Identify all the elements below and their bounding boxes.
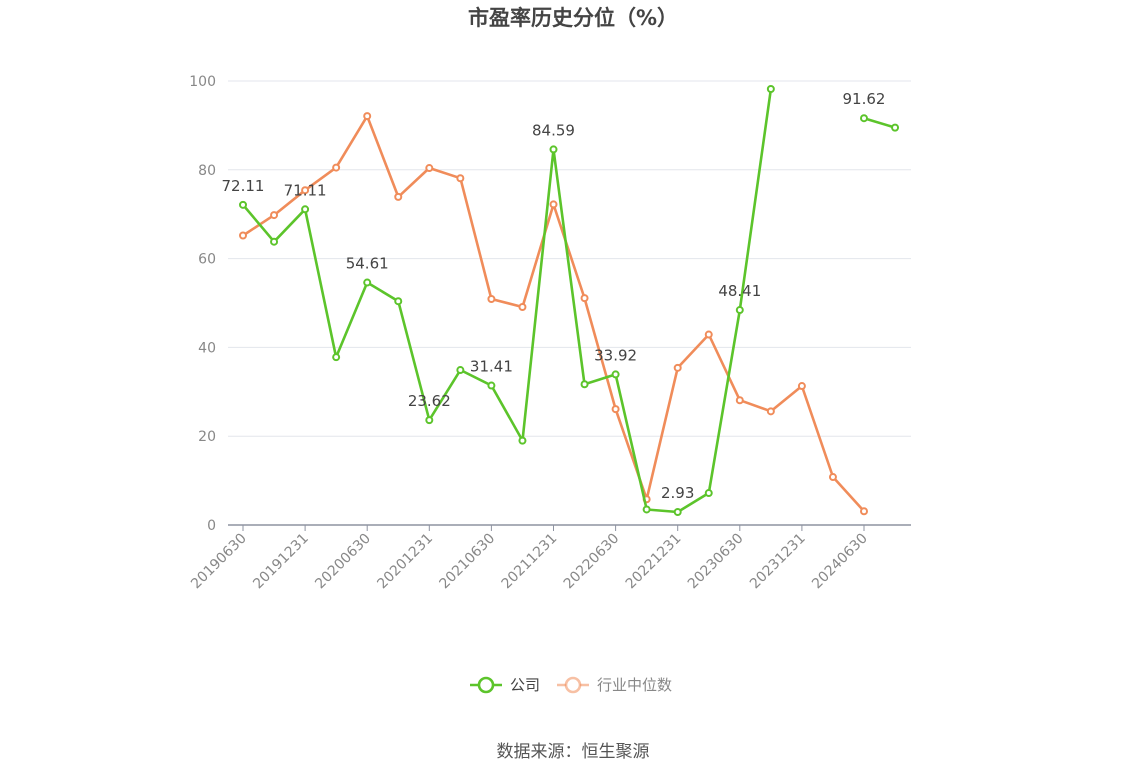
data-point (735, 396, 744, 405)
data-point (704, 330, 713, 339)
data-point (363, 112, 372, 121)
data-point (580, 380, 589, 389)
legend-label: 公司 (510, 676, 540, 694)
data-point (301, 186, 310, 195)
data-point (456, 366, 465, 375)
x-tick-label: 20201231 (374, 531, 436, 593)
x-tick-label: 20190630 (188, 531, 250, 593)
y-tick-label: 60 (198, 252, 216, 268)
data-point (425, 416, 434, 425)
data-point (549, 200, 558, 209)
data-point (766, 407, 775, 416)
label-layer: 72.11 71.11 54.61 23.62 31.41 84.59 33.92 2.93 4… (222, 90, 886, 502)
data-point (394, 297, 403, 306)
data-point (704, 489, 713, 498)
data-point (239, 200, 247, 209)
y-tick-label: 0 (207, 518, 216, 534)
data-point (828, 473, 837, 482)
legend-item-industry[interactable]: 行业中位数 (557, 676, 672, 694)
x-tick-label: 20200630 (312, 531, 374, 593)
data-point (487, 295, 496, 304)
data-label: 31.41 (470, 358, 513, 376)
data-point (580, 294, 589, 303)
axis-layer: 0 20 40 60 80 100 20190630 20191231 20200630 2020… (188, 74, 911, 592)
data-point (332, 163, 341, 172)
data-label: 71.11 (284, 181, 327, 199)
legend-marker-icon (477, 676, 495, 694)
data-point (301, 205, 310, 214)
y-tick-label: 40 (198, 340, 216, 356)
data-point (394, 192, 403, 201)
data-point (673, 507, 682, 516)
data-label: 84.59 (532, 121, 575, 139)
data-point (735, 306, 744, 315)
data-label: 91.62 (843, 90, 886, 108)
legend-item-company[interactable]: 公司 (470, 676, 540, 694)
x-tick-label: 20211231 (499, 531, 561, 593)
data-label: 33.92 (594, 346, 637, 364)
data-point (766, 84, 775, 93)
data-point (239, 231, 247, 240)
x-tick-label: 20210630 (437, 531, 499, 593)
data-point (642, 505, 651, 514)
legend-marker-icon (564, 676, 582, 694)
data-point (860, 507, 868, 516)
x-tick-label: 20230630 (685, 531, 747, 593)
data-point (363, 278, 372, 287)
data-label: 2.93 (661, 484, 694, 502)
data-label: 72.11 (222, 177, 265, 195)
data-label: 48.41 (718, 282, 761, 300)
series-line-industry (242, 114, 865, 513)
data-point (425, 164, 434, 173)
data-point (518, 302, 527, 311)
source-text: 数据来源：恒生聚源 (497, 742, 650, 762)
x-tick-label: 20220630 (561, 531, 623, 593)
data-point (611, 370, 620, 379)
data-point (673, 363, 682, 372)
y-tick-label: 100 (189, 74, 216, 90)
data-label: 23.62 (408, 392, 451, 410)
data-point (270, 211, 279, 220)
series-layer (239, 84, 900, 516)
data-point (487, 381, 496, 390)
x-tick-label: 20191231 (250, 531, 312, 593)
legend[interactable]: 公司 行业中位数 (470, 676, 672, 694)
x-tick-label: 20221231 (623, 531, 685, 593)
data-point (611, 405, 620, 414)
series-line-company (242, 88, 773, 514)
legend-label: 行业中位数 (597, 676, 672, 694)
x-tick-label: 20231231 (747, 531, 809, 593)
y-tick-label: 20 (198, 429, 216, 445)
data-point (797, 382, 806, 391)
data-point (518, 436, 527, 445)
data-point (270, 237, 279, 246)
data-point (891, 123, 900, 132)
data-point (456, 174, 465, 183)
data-point (860, 114, 868, 123)
series-line-company (863, 116, 896, 129)
data-point (549, 145, 558, 154)
data-point (332, 353, 341, 362)
chart-title: 市盈率历史分位（%） (468, 6, 678, 30)
y-tick-label: 80 (198, 163, 216, 179)
x-tick-label: 20240630 (809, 531, 871, 593)
data-label: 54.61 (346, 255, 389, 273)
grid-layer (228, 80, 911, 437)
